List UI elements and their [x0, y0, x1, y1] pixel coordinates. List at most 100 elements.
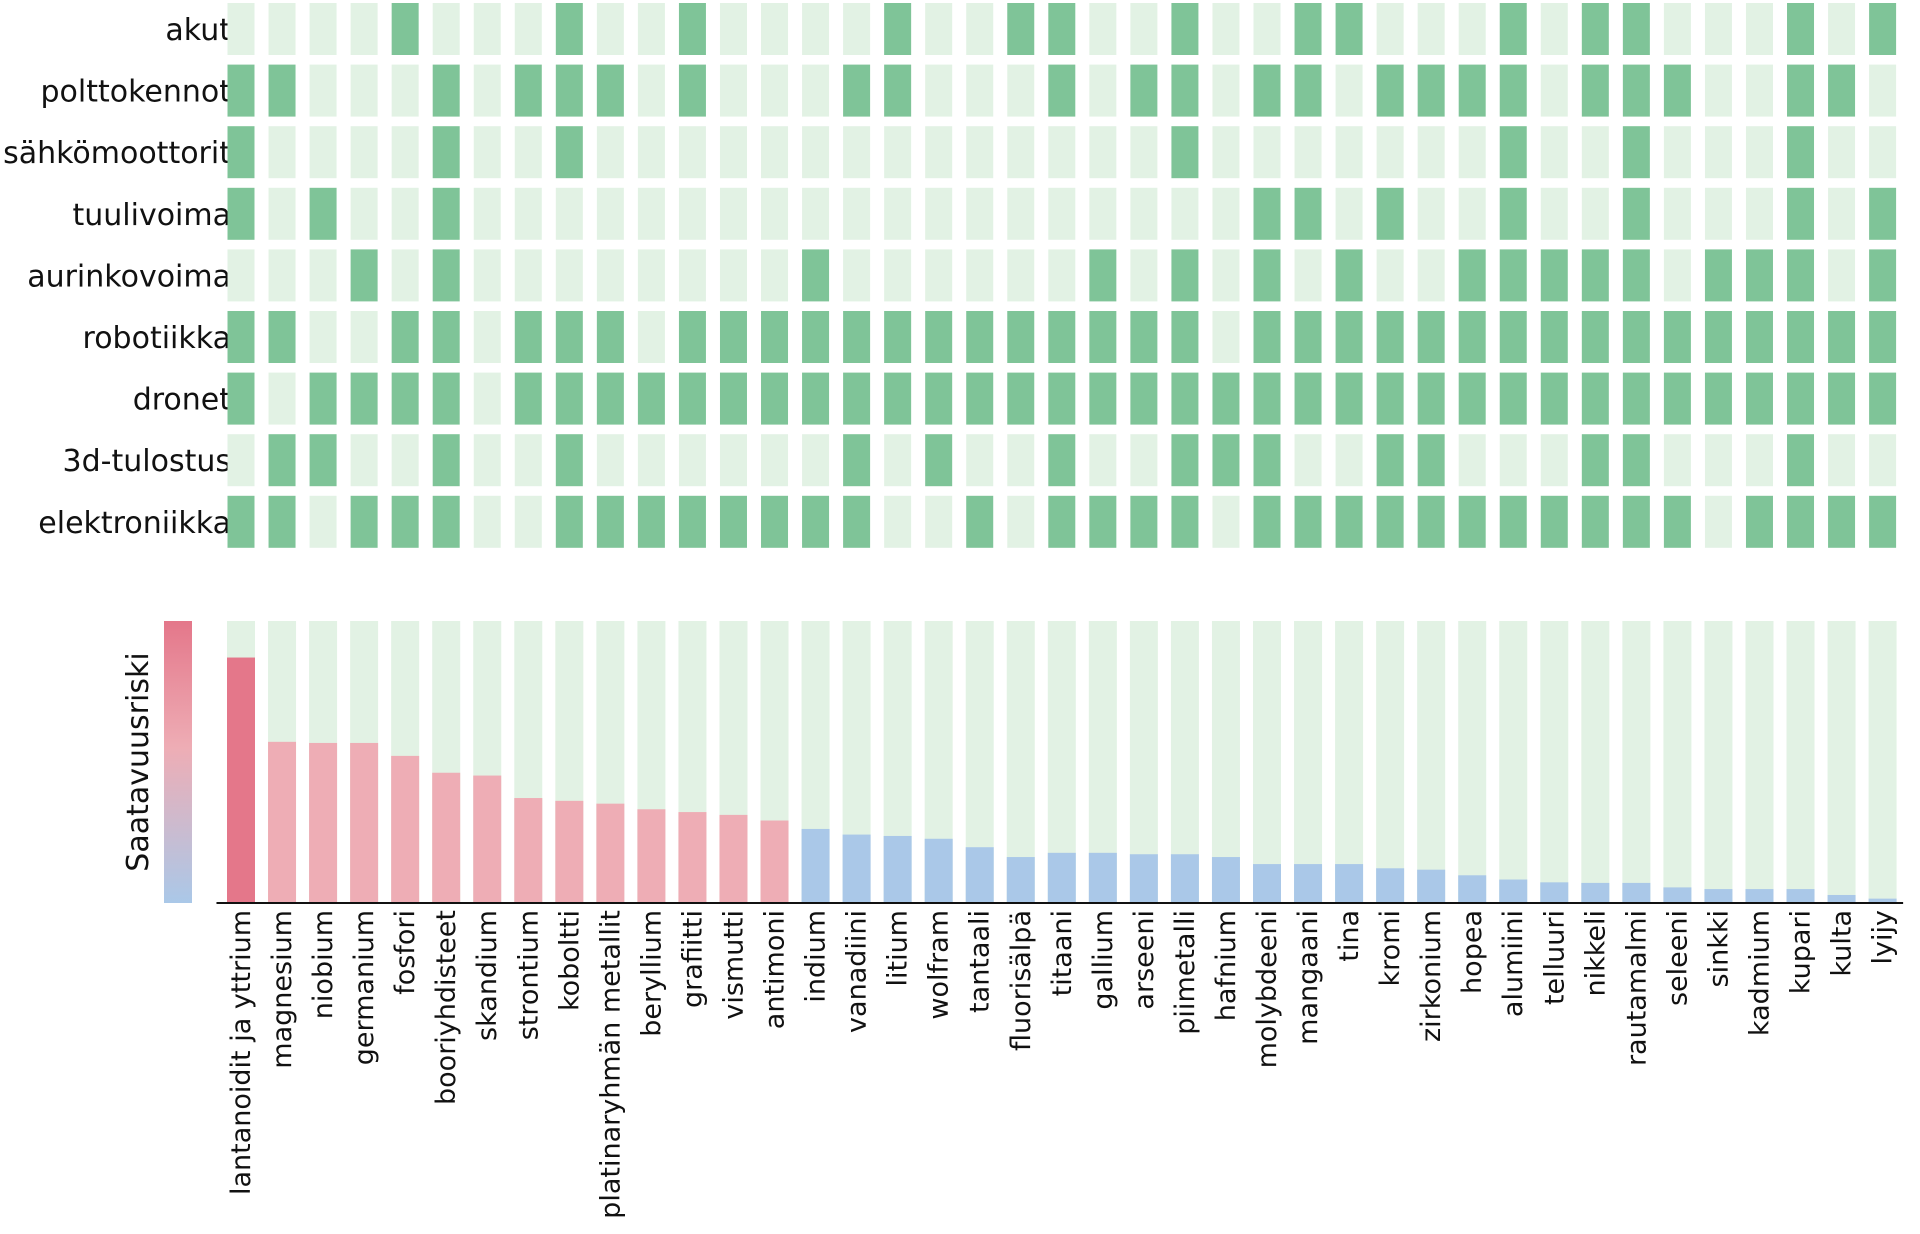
- heatmap-cell: [1007, 64, 1035, 117]
- heatmap-cell: [966, 64, 994, 117]
- heatmap-cell: [1745, 311, 1773, 363]
- bar-track: [1335, 621, 1364, 902]
- heatmap-cell: [268, 372, 296, 425]
- heatmap-cell: [1335, 249, 1363, 302]
- risk-bar-antimoni: [760, 820, 789, 902]
- heatmap-cell: [514, 495, 542, 548]
- heatmap-cell: [761, 3, 789, 55]
- heatmap-cell: [966, 372, 994, 425]
- bar-track: [1458, 621, 1487, 902]
- heatmap-cell: [1581, 434, 1609, 487]
- heatmap-cell: [309, 64, 337, 117]
- heatmap-cell: [391, 495, 419, 548]
- heatmap-cell: [678, 434, 706, 487]
- heatmap-cell: [596, 372, 624, 425]
- heatmap-cell: [1622, 434, 1650, 487]
- heatmap-cell: [350, 311, 378, 363]
- heatmap-cell: [1540, 434, 1568, 487]
- heatmap-cell: [802, 311, 830, 363]
- heatmap-cell: [1376, 64, 1404, 117]
- heatmap-cell: [1828, 126, 1856, 179]
- heatmap-cell: [1581, 3, 1609, 55]
- heatmap-cell: [925, 187, 953, 240]
- heatmap-cell: [966, 495, 994, 548]
- category-label-indium: indium: [801, 910, 832, 1003]
- heatmap-cell: [1212, 434, 1240, 487]
- heatmap-cell: [1171, 64, 1199, 117]
- heatmap-cell: [1417, 372, 1445, 425]
- heatmap-cell: [1622, 126, 1650, 179]
- heatmap-cell: [1417, 495, 1445, 548]
- heatmap-cell: [966, 249, 994, 302]
- heatmap-cell: [350, 495, 378, 548]
- heatmap-cell: [268, 64, 296, 117]
- heatmap-cell: [1869, 3, 1897, 55]
- heatmap-cell: [1335, 187, 1363, 240]
- heatmap-cell: [432, 311, 460, 363]
- heatmap-cell: [1622, 495, 1650, 548]
- heatmap-cell: [1048, 311, 1076, 363]
- heatmap-cell: [1130, 434, 1158, 487]
- heatmap-cell: [1745, 249, 1773, 302]
- risk-bar-alumiini: [1499, 879, 1528, 902]
- heatmap-cell: [1458, 372, 1486, 425]
- heatmap-cell: [1787, 495, 1815, 548]
- category-label-booriyhdisteet: booriyhdisteet: [431, 910, 462, 1105]
- heatmap-cell: [1704, 126, 1732, 179]
- heatmap-cell: [473, 434, 501, 487]
- heatmap-cell: [1253, 495, 1281, 548]
- heatmap-cell: [1704, 434, 1732, 487]
- heatmap-cell: [1581, 311, 1609, 363]
- heatmap-cell: [1704, 64, 1732, 117]
- category-label-rautamalmi: rautamalmi: [1621, 910, 1652, 1066]
- heatmap-cell: [1007, 311, 1035, 363]
- category-label-magnesium: magnesium: [267, 910, 298, 1069]
- heatmap-cell: [514, 311, 542, 363]
- heatmap-cell: [1212, 64, 1240, 117]
- heatmap-cell: [1869, 126, 1897, 179]
- heatmap-cell: [1499, 3, 1527, 55]
- heatmap-cell: [1828, 495, 1856, 548]
- category-label-gallium: gallium: [1088, 910, 1119, 1010]
- heatmap-cell: [1540, 249, 1568, 302]
- heatmap-cell: [1376, 495, 1404, 548]
- heatmap-cell: [555, 495, 583, 548]
- heatmap-cell: [1417, 126, 1445, 179]
- heatmap-cell: [391, 187, 419, 240]
- heatmap-cell: [555, 3, 583, 55]
- category-label-fosfori: fosfori: [390, 910, 421, 995]
- heatmap-cell: [1828, 64, 1856, 117]
- heatmap-cell: [1787, 3, 1815, 55]
- risk-bar-rautamalmi: [1622, 882, 1651, 902]
- heatmap-cell: [1130, 372, 1158, 425]
- risk-bar-kulta: [1827, 894, 1856, 903]
- heatmap-cell: [1171, 3, 1199, 55]
- heatmap-cell: [1089, 3, 1117, 55]
- heatmap-cell: [1540, 495, 1568, 548]
- heatmap-cell: [1869, 434, 1897, 487]
- heatmap-cell: [1130, 3, 1158, 55]
- heatmap-cell: [1212, 249, 1240, 302]
- heatmap-cell: [802, 3, 830, 55]
- heatmap-cell: [1212, 187, 1240, 240]
- heatmap-cell: [432, 187, 460, 240]
- heatmap-cell: [432, 372, 460, 425]
- heatmap-cell: [884, 126, 912, 179]
- heatmap-cell: [1499, 434, 1527, 487]
- bar-track: [1868, 621, 1897, 902]
- risk-bar-litium: [883, 835, 912, 902]
- category-label-nikkeli: nikkeli: [1580, 910, 1611, 997]
- risk-bar-hopea: [1458, 875, 1487, 902]
- heatmap-cell: [802, 64, 830, 117]
- category-label-kupari: kupari: [1786, 910, 1817, 994]
- bar-track: [1006, 621, 1035, 902]
- heatmap-cell: [1704, 495, 1732, 548]
- heatmap-cell: [596, 495, 624, 548]
- heatmap-cell: [309, 495, 337, 548]
- heatmap-cell: [473, 187, 501, 240]
- bar-track: [1499, 621, 1528, 902]
- bar-track: [1417, 621, 1446, 902]
- heatmap-cell: [678, 64, 706, 117]
- heatmap-cell: [843, 311, 871, 363]
- heatmap-cell: [1007, 249, 1035, 302]
